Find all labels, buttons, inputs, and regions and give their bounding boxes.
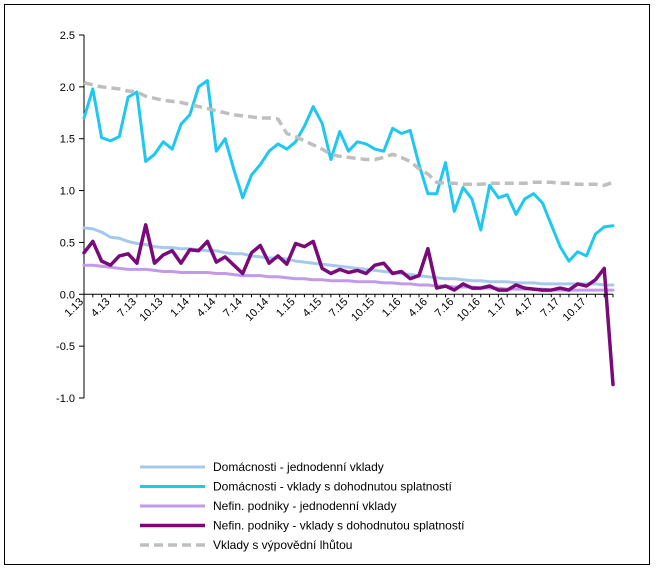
- series-lines: [82, 79, 615, 387]
- legend-label-4: Nefin. podniky - vklady s dohodnutou spl…: [213, 519, 465, 533]
- x-tick-label: 7.16: [433, 296, 457, 320]
- series-line-4: [82, 223, 615, 387]
- y-tick-label: -0.5: [56, 341, 75, 353]
- legend-label-1: Domácnosti - jednodenní vklady: [213, 460, 384, 474]
- y-tick-label: 1.0: [60, 186, 75, 198]
- x-tick-label: 7.14: [221, 296, 245, 320]
- x-tick-label: 4.15: [301, 296, 325, 320]
- x-tick-label: 7.13: [115, 296, 139, 320]
- series-line-5: [83, 80, 614, 188]
- x-tick-label: 10.16: [455, 296, 483, 324]
- x-tick-label: 7.15: [327, 296, 351, 320]
- series-line-2: [82, 79, 615, 263]
- series-line-3: [82, 263, 615, 292]
- y-tick-label: 2.5: [60, 30, 75, 42]
- y-tick-label: 1.5: [60, 134, 75, 146]
- y-tick-label: 0.5: [60, 237, 75, 249]
- y-tick-label: -1.0: [56, 393, 75, 405]
- y-tick-label: 0.0: [60, 289, 75, 301]
- y-tick-label: 2.0: [60, 82, 75, 94]
- x-tick-label: 1.16: [380, 296, 404, 320]
- x-tick-label: 10.13: [137, 296, 165, 324]
- legend: Domácnosti - jednodenní vklady Domácnosti…: [140, 460, 465, 552]
- legend-label-3: Nefin. podniky - jednodenní vklady: [213, 499, 396, 513]
- x-tick-label: 7.17: [539, 296, 563, 320]
- legend-label-5: Vklady s výpovědní lhůtou: [213, 538, 352, 552]
- x-tick-label: 1.15: [274, 296, 298, 320]
- x-tick-label: 10.14: [243, 296, 271, 324]
- x-tick-label: 10.17: [561, 296, 589, 324]
- x-tick-label: 1.17: [486, 296, 510, 320]
- legend-label-2: Domácnosti - vklady s dohodnutou splatno…: [213, 480, 452, 494]
- x-tick-label: 4.16: [406, 296, 430, 320]
- x-tick-label: 4.17: [512, 296, 536, 320]
- x-tick-label: 1.14: [168, 296, 192, 320]
- x-tick-label: 10.15: [349, 296, 377, 324]
- chart-frame: [4, 4, 650, 565]
- y-axis: 2.5 2.0 1.5 1.0 0.5 0.0 -0.5 -1.0: [56, 30, 85, 405]
- x-tick-label: 4.14: [195, 296, 219, 320]
- x-tick-label: 4.13: [89, 296, 113, 320]
- series-line-1: [82, 226, 615, 287]
